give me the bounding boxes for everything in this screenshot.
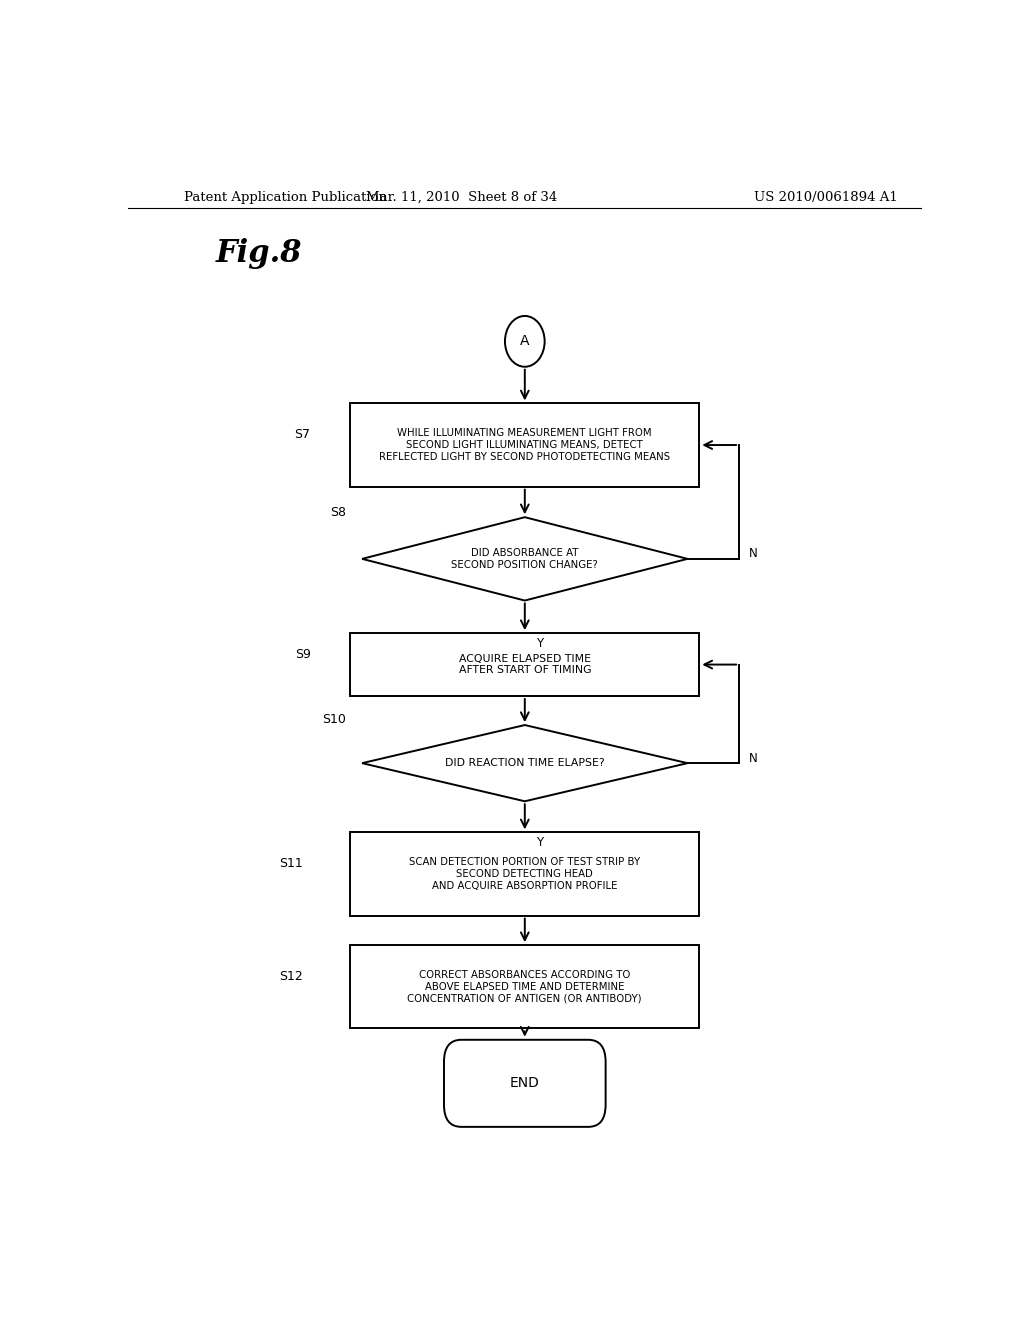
Text: N: N <box>749 548 758 560</box>
Text: DID ABSORBANCE AT
SECOND POSITION CHANGE?: DID ABSORBANCE AT SECOND POSITION CHANGE… <box>452 548 598 570</box>
Text: N: N <box>749 751 758 764</box>
Text: S8: S8 <box>330 506 346 519</box>
Text: Y: Y <box>536 636 543 649</box>
FancyBboxPatch shape <box>350 833 699 916</box>
Circle shape <box>505 315 545 367</box>
Polygon shape <box>362 725 687 801</box>
Text: DID REACTION TIME ELAPSE?: DID REACTION TIME ELAPSE? <box>445 758 604 768</box>
FancyBboxPatch shape <box>350 404 699 487</box>
Text: S9: S9 <box>295 648 310 661</box>
Text: WHILE ILLUMINATING MEASUREMENT LIGHT FROM
SECOND LIGHT ILLUMINATING MEANS, DETEC: WHILE ILLUMINATING MEASUREMENT LIGHT FRO… <box>379 429 671 462</box>
Text: SCAN DETECTION PORTION OF TEST STRIP BY
SECOND DETECTING HEAD
AND ACQUIRE ABSORP: SCAN DETECTION PORTION OF TEST STRIP BY … <box>410 858 640 891</box>
Text: A: A <box>520 334 529 348</box>
FancyBboxPatch shape <box>350 634 699 696</box>
Text: ACQUIRE ELAPSED TIME
AFTER START OF TIMING: ACQUIRE ELAPSED TIME AFTER START OF TIMI… <box>459 653 591 676</box>
Polygon shape <box>362 517 687 601</box>
Text: S12: S12 <box>279 970 303 983</box>
Text: END: END <box>510 1076 540 1090</box>
Text: Y: Y <box>536 836 543 849</box>
Text: S7: S7 <box>295 429 310 441</box>
Text: CORRECT ABSORBANCES ACCORDING TO
ABOVE ELAPSED TIME AND DETERMINE
CONCENTRATION : CORRECT ABSORBANCES ACCORDING TO ABOVE E… <box>408 970 642 1003</box>
Text: Mar. 11, 2010  Sheet 8 of 34: Mar. 11, 2010 Sheet 8 of 34 <box>366 190 557 203</box>
FancyBboxPatch shape <box>444 1040 605 1127</box>
Text: S10: S10 <box>323 714 346 726</box>
FancyBboxPatch shape <box>350 945 699 1028</box>
Text: Fig.8: Fig.8 <box>215 239 302 269</box>
Text: US 2010/0061894 A1: US 2010/0061894 A1 <box>755 190 898 203</box>
Text: Patent Application Publication: Patent Application Publication <box>183 190 386 203</box>
Text: S11: S11 <box>279 857 303 870</box>
